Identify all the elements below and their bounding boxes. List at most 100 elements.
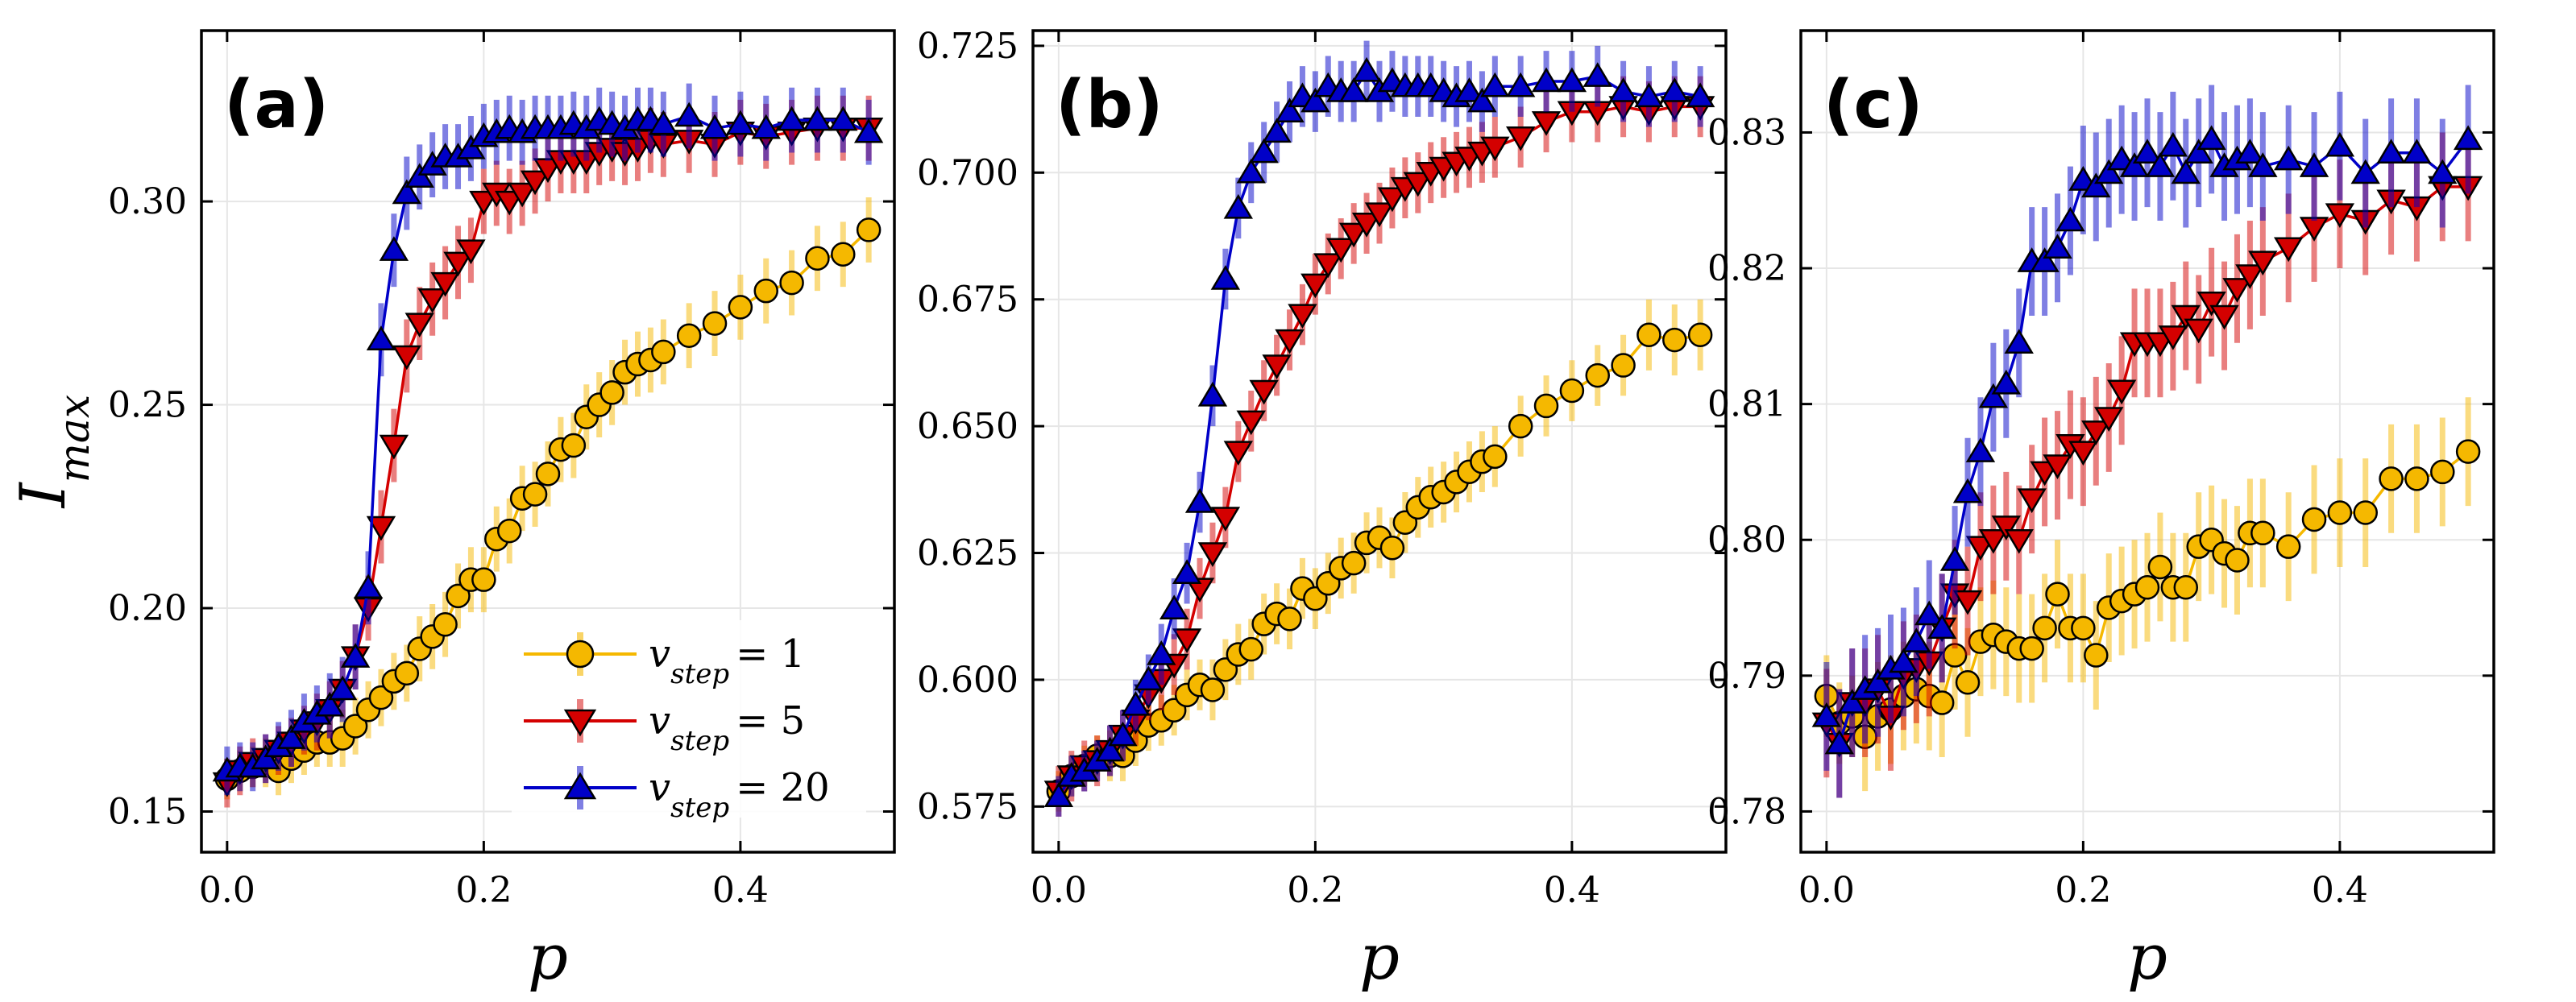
data-point: [856, 217, 881, 242]
data-point: [1559, 378, 1585, 404]
data-point: [1902, 627, 1931, 652]
data-point: [1300, 87, 1330, 113]
data-point: [1927, 614, 1957, 640]
data-point: [368, 685, 394, 710]
legend-label-sub-5: step: [670, 725, 729, 757]
y-tick-label: 0.83: [1707, 112, 1786, 153]
legend-label-value-1: = 1: [736, 631, 805, 677]
data-point: [1634, 82, 1664, 108]
data-point: [1200, 677, 1226, 702]
data-point: [1685, 82, 1715, 108]
ylabel-main: I: [7, 481, 80, 509]
x-tick-label: 0.2: [1287, 870, 1343, 911]
y-tick-label: 0.78: [1707, 791, 1786, 832]
legend-label-vstep-5: vstep = 5: [649, 698, 805, 757]
data-point: [379, 434, 409, 460]
data-point: [1172, 559, 1202, 584]
data-point: [1952, 478, 1983, 503]
data-point: [1662, 327, 1687, 353]
data-point: [1223, 193, 1254, 219]
data-point: [522, 482, 548, 507]
data-point: [1288, 304, 1317, 329]
data-point: [1965, 437, 1996, 462]
data-point: [2235, 264, 2265, 289]
y-tick-label: 0.81: [1707, 384, 1786, 425]
legend-label-sub-20: step: [670, 792, 729, 824]
data-point: [2132, 139, 2163, 164]
data-point: [1238, 636, 1263, 662]
data-point: [2209, 304, 2239, 330]
data-point: [1454, 77, 1484, 102]
data-point: [1660, 77, 1690, 102]
data-point: [1508, 413, 1533, 439]
data-point: [2350, 159, 2380, 184]
plot-frame: [1031, 29, 1728, 854]
data-point: [1611, 353, 1636, 378]
data-point: [1197, 542, 1228, 567]
data-point: [725, 110, 756, 135]
data-point: [1108, 721, 1138, 747]
data-point: [2043, 234, 2072, 259]
data-point: [1636, 322, 1661, 348]
data-point: [1275, 329, 1305, 354]
data-point: [496, 518, 522, 544]
data-point: [2299, 152, 2329, 177]
data-point: [1184, 488, 1215, 513]
legend-label-value-20: = 20: [736, 765, 830, 810]
data-point: [828, 106, 858, 131]
data-point: [1531, 111, 1562, 136]
data-point: [2250, 520, 2275, 546]
legend-label-vstep-1: vstep = 1: [649, 631, 805, 690]
data-point: [2430, 459, 2455, 485]
panel-label: (a): [224, 67, 329, 143]
data-point: [805, 246, 830, 271]
data-point: [2171, 159, 2201, 184]
data-point: [520, 170, 550, 196]
data-point: [1275, 97, 1305, 122]
data-point: [276, 724, 306, 749]
series-v-step-20: [1043, 40, 1715, 817]
data-point: [1338, 222, 1369, 248]
data-point: [1351, 213, 1382, 238]
data-point: [1147, 640, 1176, 665]
data-point: [2055, 206, 2085, 232]
x-tick-label: 0.2: [2055, 870, 2111, 911]
data-point: [1351, 56, 1382, 82]
data-point: [1480, 136, 1510, 162]
data-point: [1326, 238, 1356, 263]
x-tick-label: 0.4: [712, 870, 769, 911]
data-point: [2275, 534, 2301, 559]
data-point: [2017, 488, 2047, 514]
data-point: [1249, 379, 1279, 405]
y-tick-label: 0.79: [1707, 656, 1786, 697]
data-point: [327, 675, 358, 701]
y-tick-label: 0.625: [917, 533, 1018, 574]
data-point: [2004, 329, 2034, 354]
data-point: [2173, 574, 2199, 600]
data-point: [2248, 250, 2278, 276]
data-point: [433, 611, 458, 637]
data-point: [674, 101, 704, 127]
x-axis-label: p: [2127, 921, 2167, 994]
data-point: [1531, 67, 1562, 93]
data-point: [831, 242, 856, 267]
data-point: [1341, 550, 1367, 576]
data-point: [1533, 393, 1559, 419]
data-point: [1300, 273, 1330, 299]
data-point: [2453, 125, 2483, 151]
data-point: [2196, 125, 2226, 151]
ylabel-sub: max: [51, 395, 99, 483]
data-point: [1480, 72, 1510, 97]
data-point: [1121, 690, 1151, 716]
y-tick-label: 0.575: [917, 786, 1018, 827]
panel-a: 0.0 0.2 0.4 0.15 0.20 0.25 0.30 p (a): [108, 29, 896, 994]
data-point: [1863, 668, 1893, 694]
x-tick-label: 0.0: [199, 870, 255, 911]
data-point: [507, 182, 537, 208]
data-point: [751, 114, 781, 139]
data-point: [2196, 291, 2226, 317]
y-tick-label: 0.15: [108, 792, 187, 833]
data-point: [469, 190, 499, 216]
data-point: [1955, 670, 1981, 695]
